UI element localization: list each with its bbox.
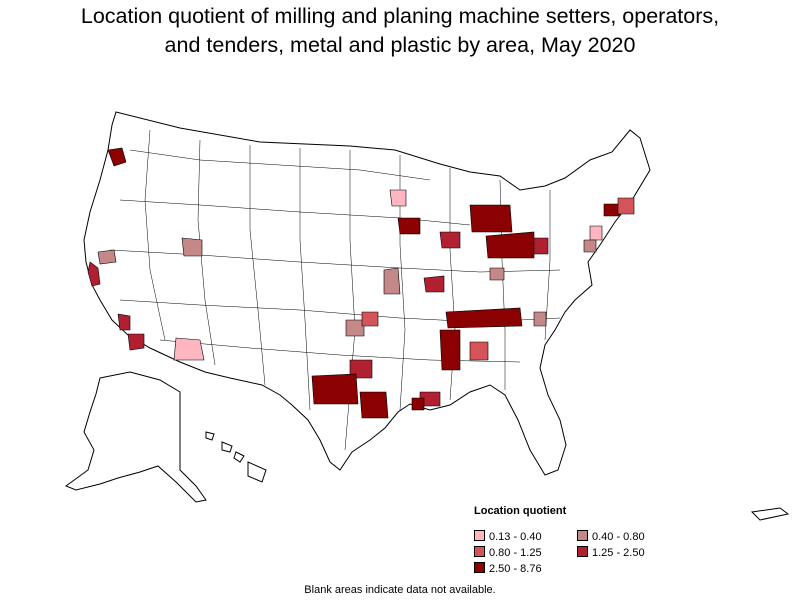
area-new-york: [603, 203, 621, 217]
area-phoenix: [173, 337, 205, 361]
area-massachusetts: [617, 197, 635, 215]
footnote: Blank areas indicate data not available.: [304, 584, 496, 596]
area-connecticut: [589, 225, 603, 241]
legend-swatch-5: [474, 562, 485, 573]
area-kansas-city: [383, 267, 401, 295]
area-arkansas: [361, 311, 379, 327]
puerto-rico-outline: [750, 507, 790, 521]
area-mississippi: [439, 329, 461, 371]
area-new-jersey: [583, 239, 597, 253]
area-portland: [107, 147, 127, 167]
area-los-angeles: [117, 313, 131, 331]
legend-swatch-3: [474, 546, 485, 557]
area-bay-area: [87, 261, 101, 287]
area-minneapolis: [389, 189, 407, 207]
area-alabama: [469, 341, 489, 361]
legend-item-5: 2.50 - 8.76: [474, 562, 542, 575]
title-line-1: Location quotient of milling and planing…: [80, 4, 720, 28]
area-michigan: [469, 204, 513, 233]
legend-label-4: 1.25 - 2.50: [592, 547, 645, 559]
legend-item-2: 0.40 - 0.80: [577, 530, 645, 543]
area-st-louis: [423, 275, 445, 293]
legend-title: Location quotient: [474, 505, 567, 517]
page-title: Location quotient of milling and planing…: [0, 2, 800, 60]
area-boundaries: [109, 129, 561, 451]
legend-swatch-1: [474, 530, 485, 541]
legend-swatch-4: [577, 546, 588, 557]
area-salt-lake: [181, 237, 203, 257]
area-virginia: [533, 311, 547, 327]
hawaii-outline: [205, 431, 267, 483]
area-dallas: [349, 359, 373, 379]
area-oklahoma: [345, 319, 365, 337]
legend-item-1: 0.13 - 0.40: [474, 530, 542, 543]
area-pittsburgh: [533, 237, 549, 255]
area-chicago: [439, 231, 461, 249]
legend-label-2: 0.40 - 0.80: [592, 531, 645, 543]
legend-label-3: 0.80 - 1.25: [489, 547, 542, 559]
area-riverside: [127, 333, 145, 351]
legend-item-4: 1.25 - 2.50: [577, 546, 645, 559]
colored-areas: [87, 147, 635, 419]
legend-label-5: 2.50 - 8.76: [489, 563, 542, 575]
area-kentucky: [489, 267, 505, 281]
area-houston: [359, 391, 389, 419]
title-line-2: and tenders, metal and plastic by area, …: [164, 33, 636, 57]
area-tennessee: [445, 307, 523, 329]
legend-label-1: 0.13 - 0.40: [489, 531, 542, 543]
area-west-texas: [311, 373, 359, 405]
area-sacramento: [97, 249, 117, 265]
area-louisiana-south: [411, 397, 425, 411]
area-ohio: [485, 231, 535, 259]
alaska-outline: [64, 371, 207, 503]
area-wisconsin: [397, 217, 421, 235]
legend-swatch-2: [577, 530, 588, 541]
legend-item-3: 0.80 - 1.25: [474, 546, 542, 559]
